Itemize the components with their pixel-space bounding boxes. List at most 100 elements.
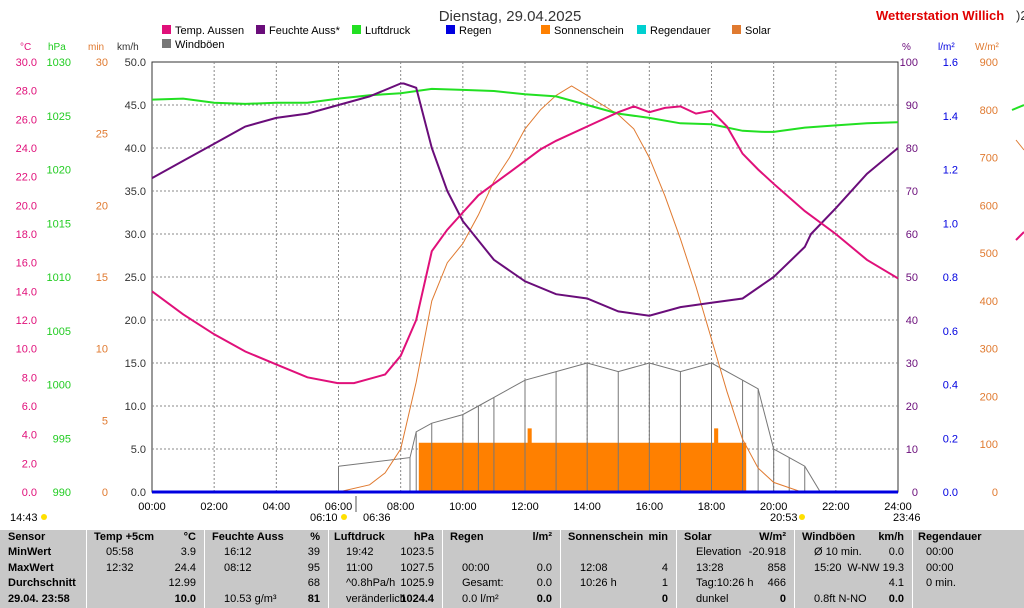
- pressure_hpa-tick-label: 1020: [47, 165, 71, 177]
- sunset-time-2: 23:46: [893, 512, 921, 524]
- wind_kmh-tick-label: 35.0: [125, 186, 146, 198]
- wind-axis-unit: km/h: [117, 42, 139, 53]
- legend-swatch: [162, 25, 171, 34]
- rain_lm2-tick-label: 0.4: [943, 380, 958, 392]
- stats-wind-row: 0.8ft N-NO 0.0: [794, 592, 912, 607]
- stats-rainduration-row: 0 min.: [912, 576, 1024, 591]
- stats-minwert-label: MinWert: [8, 546, 52, 559]
- stats-solar-row: Tag:10:26 h 466: [676, 576, 794, 591]
- temp_c-tick-label: 10.0: [16, 344, 37, 356]
- temp_c-tick-label: 4.0: [22, 430, 37, 442]
- stats-cell-label: dunkel: [696, 592, 729, 605]
- right-edge-series: [1011, 104, 1024, 463]
- stats-cell-value: 0: [661, 592, 668, 605]
- legend-label: Temp. Aussen: [175, 25, 244, 37]
- stats-sensor-header: Sensor: [8, 531, 46, 543]
- wind_kmh-tick-label: 40.0: [125, 143, 146, 155]
- temp-axis-unit: °C: [20, 42, 31, 53]
- stats-wind-row: 4.1: [794, 576, 912, 591]
- wind_kmh-tick-label: 20.0: [125, 315, 146, 327]
- sunrise-time-2: 06:36: [363, 512, 391, 524]
- sunshine_min-tick-label: 0: [102, 487, 108, 499]
- sunshine_min-tick-label: 15: [96, 272, 108, 284]
- legend-label: Regen: [459, 25, 491, 37]
- stats-cell-value: 1: [661, 577, 668, 590]
- left-time: 14:43: [10, 512, 38, 524]
- humidity_pct-tick-label: 100: [900, 57, 918, 69]
- stats-cell-label: 16:12: [224, 546, 252, 559]
- stats-rain-row: [442, 545, 560, 560]
- stats-cell-value: 4.1: [888, 577, 904, 590]
- solar_wm2-tick-label: 100: [980, 439, 998, 451]
- temp_c-tick-label: 14.0: [16, 286, 37, 298]
- stats-sunshine-row: 10:26 h 1: [560, 576, 676, 591]
- stats-cell-value: W-NW 19.3: [847, 561, 904, 574]
- wind_kmh-tick-label: 45.0: [125, 100, 146, 112]
- stats-cell-label: 11:00: [346, 561, 373, 574]
- left-time-marker: [41, 514, 47, 520]
- stats-cell-value: 10.0: [174, 592, 196, 605]
- stats-cell-value: 4: [661, 561, 668, 574]
- temp_c-tick-label: 22.0: [16, 172, 37, 184]
- pressure_hpa-tick-label: 1005: [47, 326, 71, 338]
- chart-legend: Temp. Aussen Feuchte Auss* Luftdruck Regen S…: [162, 25, 771, 51]
- stats-cell-label: 10:26 h: [580, 577, 617, 590]
- stats-cell-value: 0.0: [536, 577, 552, 590]
- solar_wm2-tick-label: 500: [980, 248, 998, 260]
- x-tick-label: 10:00: [449, 501, 477, 513]
- stats-rainduration-row: 00:00: [912, 545, 1024, 560]
- pressure_hpa-tick-label: 1010: [47, 272, 71, 284]
- solar_wm2-tick-label: 400: [980, 296, 998, 308]
- x-tick-label: 14:00: [573, 501, 601, 513]
- stats-cell-value: 1025.9: [400, 577, 434, 590]
- stats-humidity-column: Feuchte Auss% 16:12 39 08:12 95 68 10.53 g/m³ 8…: [204, 530, 329, 608]
- stats-cell-value: 0 min.: [926, 577, 956, 590]
- pressure-axis-unit: hPa: [48, 42, 66, 53]
- stats-header-unit: min: [648, 531, 668, 543]
- rain_lm2-tick-label: 0.8: [943, 272, 958, 284]
- stats-wind-row: Ø 10 min. 0.0: [794, 545, 912, 560]
- rain_lm2-tick-label: 1.0: [943, 218, 958, 230]
- stats-cell-value: -20.918: [748, 546, 786, 559]
- stats-durchschnitt-label: Durchschnitt: [8, 577, 76, 590]
- wind_kmh-tick-label: 15.0: [125, 358, 146, 370]
- humidity-axis-unit: %: [902, 42, 911, 53]
- station-suffix: )2: [1016, 8, 1024, 23]
- humidity_pct-tick-label: 50: [906, 272, 918, 284]
- rain_lm2-tick-label: 0.6: [943, 326, 958, 338]
- stats-cell-label: 00:00: [462, 561, 490, 574]
- x-tick-label: 06:00: [325, 501, 353, 513]
- rain-axis-unit: l/m²: [938, 42, 955, 53]
- stats-cell-value: 24.4: [174, 561, 196, 574]
- stats-header-unit: l/m²: [532, 531, 552, 543]
- stats-cell-label: ^0.8hPa/h: [346, 577, 396, 590]
- x-tick-label: 16:00: [636, 501, 664, 513]
- stats-solar-row: 13:28 858: [676, 561, 794, 576]
- stats-cell-value: 0.0: [536, 592, 552, 605]
- stats-cell-label: Gesamt:: [462, 577, 504, 590]
- stats-solar-row: dunkel 0: [676, 592, 794, 607]
- stats-header-unit: hPa: [413, 531, 434, 543]
- stats-sensor-column: Sensor MinWert MaxWert Durchschnitt 29.0…: [0, 530, 87, 608]
- stats-cell-value: 0.0: [888, 546, 904, 559]
- temp_c-tick-label: 12.0: [16, 315, 37, 327]
- stats-temp-header: Temp +5cm °C: [86, 530, 204, 545]
- sunset-time: 20:53: [770, 512, 798, 524]
- sunset-marker: [799, 514, 805, 520]
- wind_kmh-tick-label: 25.0: [125, 272, 146, 284]
- legend-swatch: [732, 25, 741, 34]
- solar_wm2-tick-label: 200: [980, 391, 998, 403]
- station-name: Wetterstation Willich: [876, 8, 1004, 23]
- solar-axis-unit: W/m²: [975, 42, 1000, 53]
- stats-pressure-header: Luftdruck hPa: [328, 530, 442, 545]
- stats-cell-label: 05:58: [106, 546, 134, 559]
- pressure_hpa-tick-label: 1030: [47, 57, 71, 69]
- humidity-series: [151, 82, 899, 317]
- temp_c-tick-label: 20.0: [16, 200, 37, 212]
- rain_lm2-tick-label: 0.2: [943, 433, 958, 445]
- x-tick-label: 04:00: [263, 501, 291, 513]
- sun-events: 14:43 06:10 06:36 20:53 23:46: [10, 496, 921, 524]
- stats-header-label: Temp +5cm: [94, 531, 155, 543]
- stats-cell-value: 0.0: [888, 592, 904, 605]
- temp_c-tick-label: 26.0: [16, 114, 37, 126]
